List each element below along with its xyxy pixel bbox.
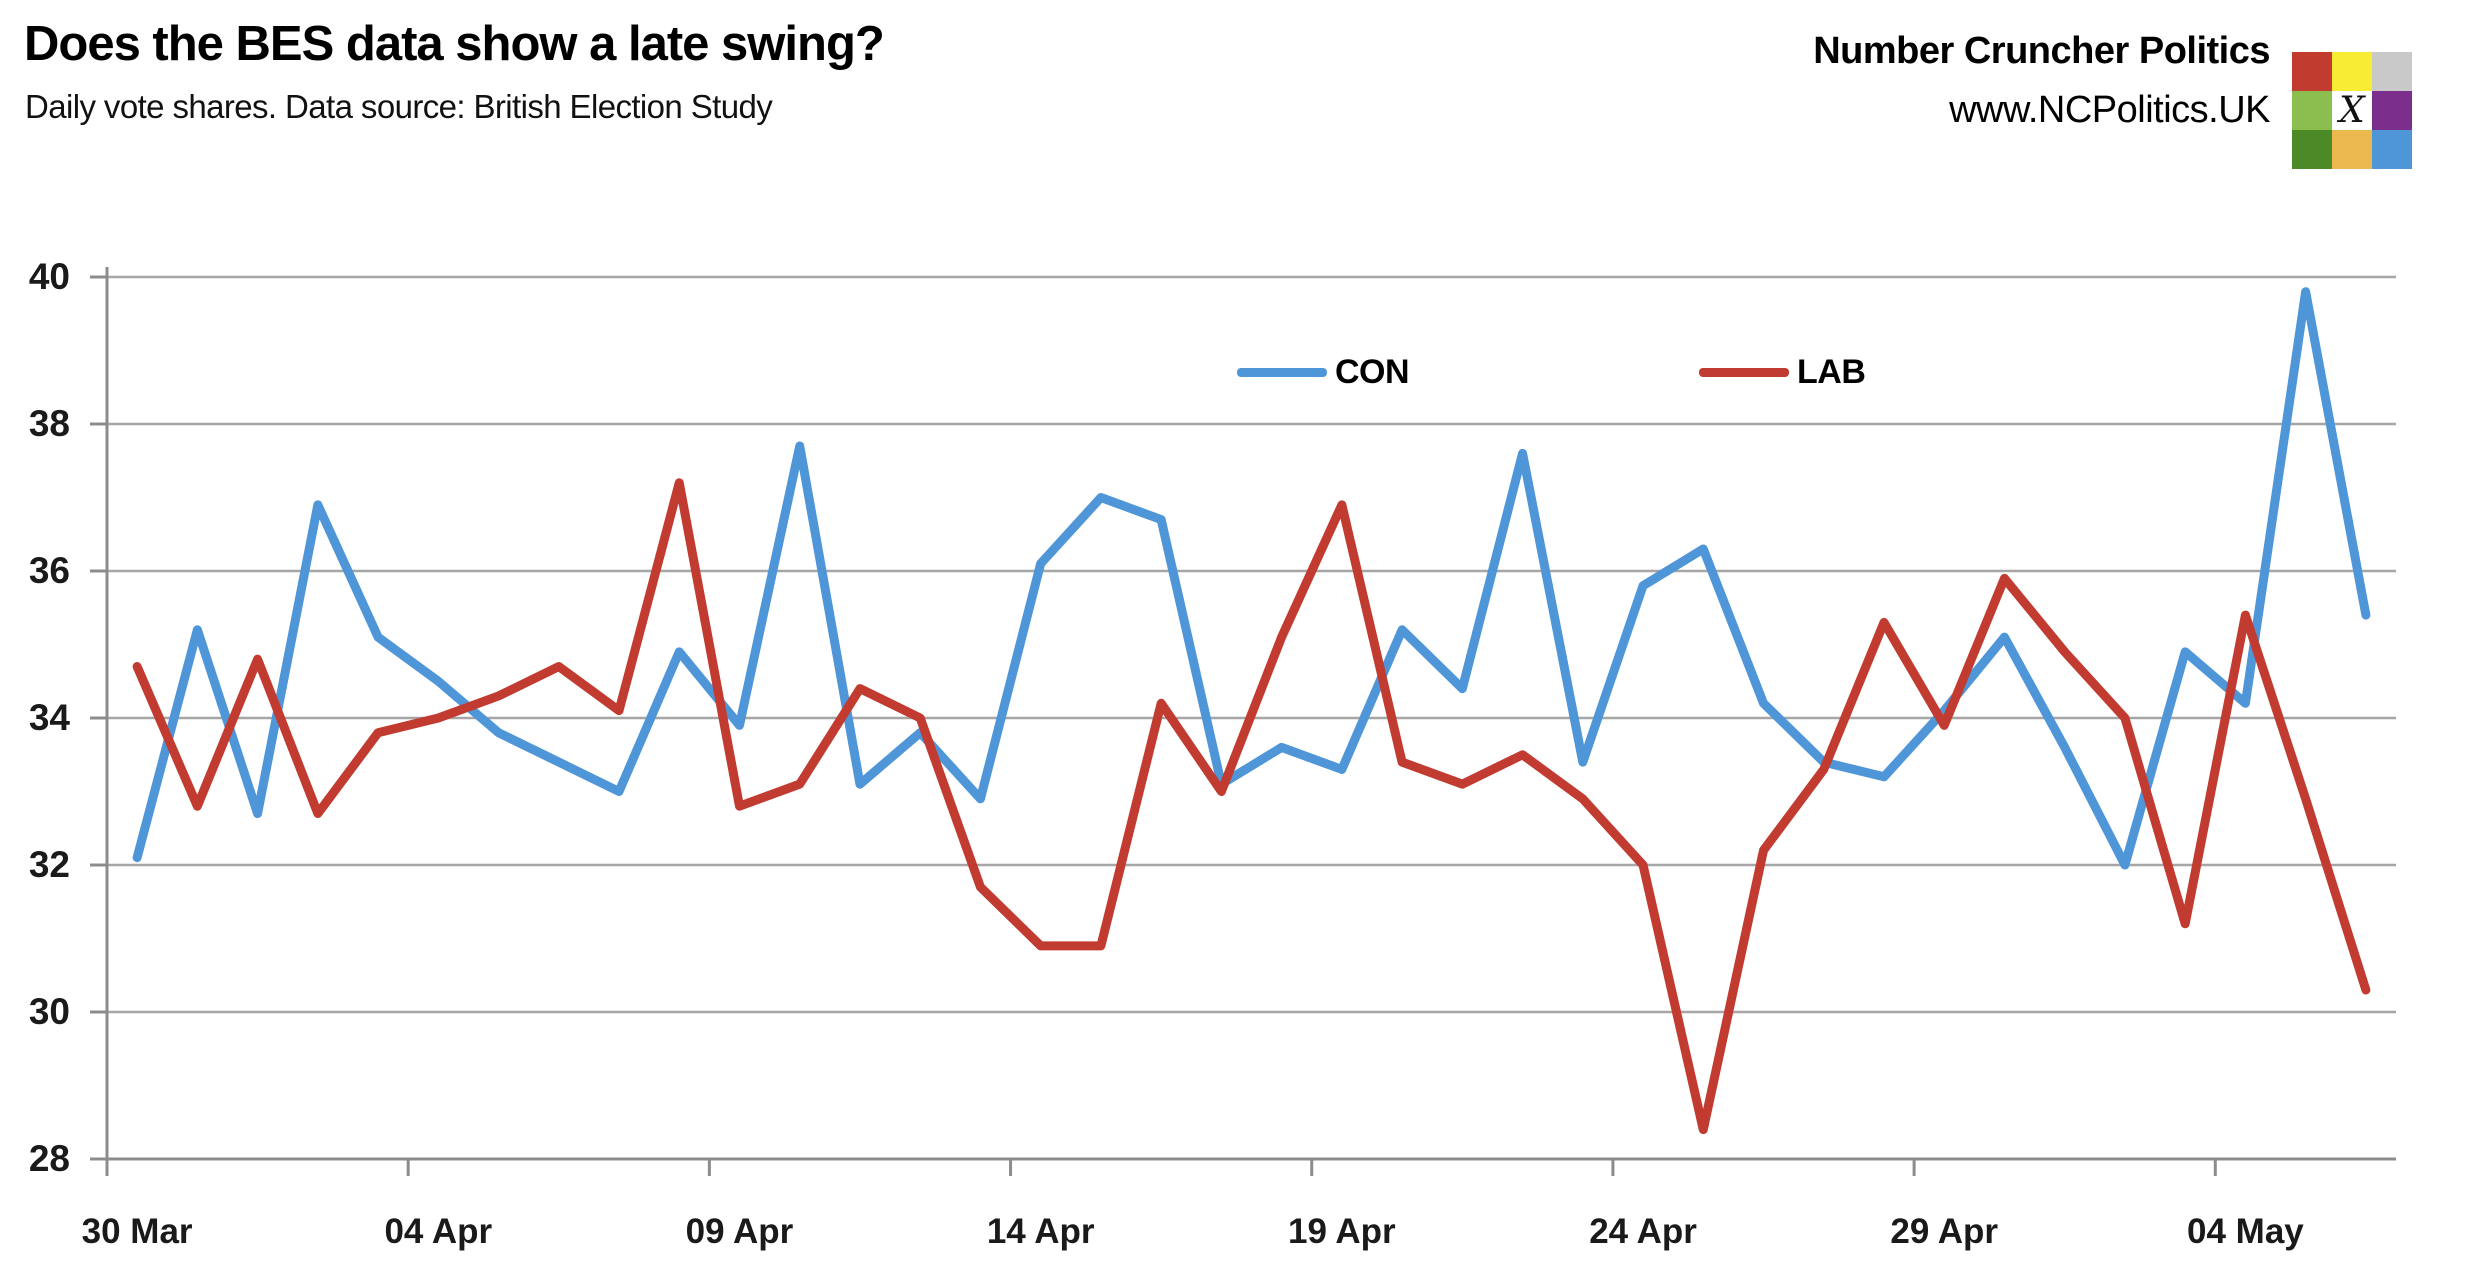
legend-item-lab: LAB bbox=[1699, 350, 1866, 394]
brand-name: Number Cruncher Politics bbox=[1813, 30, 2270, 72]
x-tick-label: 30 Mar bbox=[82, 1212, 193, 1251]
x-tick-label: 04 Apr bbox=[384, 1212, 492, 1251]
x-tick-label: 24 Apr bbox=[1589, 1212, 1697, 1251]
logo-square-gray bbox=[2372, 52, 2412, 91]
logo-square-amber bbox=[2332, 130, 2372, 169]
brand-url-link[interactable]: www.NCPolitics.UK bbox=[1949, 89, 2270, 131]
page-subtitle: Daily vote shares. Data source: British … bbox=[25, 88, 773, 125]
brand-block: Number Cruncher Politics www.NCPolitics.… bbox=[1813, 30, 2270, 132]
logo-square-yellowgreen bbox=[2292, 91, 2332, 130]
legend-line-lab-icon bbox=[1699, 367, 1789, 377]
series-line-lab bbox=[132, 478, 2371, 1135]
x-tick-label: 04 May bbox=[2187, 1212, 2304, 1251]
logo-square-red bbox=[2292, 52, 2332, 91]
legend-label-lab: LAB bbox=[1797, 352, 1866, 391]
logo-square-green bbox=[2292, 130, 2332, 169]
x-tick-label: 19 Apr bbox=[1288, 1212, 1396, 1251]
y-tick-label: 36 bbox=[29, 550, 70, 591]
legend-item-con: CON bbox=[1237, 350, 1410, 394]
logo-square-yellow bbox=[2332, 52, 2372, 91]
brand-logo: X bbox=[2292, 52, 2412, 169]
y-tick-label: 34 bbox=[29, 697, 71, 738]
logo-square-x: X bbox=[2332, 91, 2372, 130]
y-tick-label: 28 bbox=[29, 1138, 70, 1179]
y-tick-label: 40 bbox=[29, 256, 70, 297]
x-tick-label: 14 Apr bbox=[987, 1212, 1095, 1251]
page-title: Does the BES data show a late swing? bbox=[24, 17, 885, 71]
y-tick-label: 30 bbox=[29, 991, 70, 1032]
x-tick-label: 09 Apr bbox=[686, 1212, 794, 1251]
y-tick-label: 32 bbox=[29, 844, 70, 885]
logo-x-glyph: X bbox=[2339, 89, 2365, 131]
logo-square-purple bbox=[2372, 91, 2412, 130]
y-tick-label: 38 bbox=[29, 403, 70, 444]
legend-label-con: CON bbox=[1335, 352, 1410, 391]
x-tick-label: 29 Apr bbox=[1890, 1212, 1998, 1251]
legend-line-con-icon bbox=[1237, 367, 1327, 377]
series-line-con bbox=[132, 287, 2371, 870]
logo-square-blue bbox=[2372, 130, 2412, 169]
